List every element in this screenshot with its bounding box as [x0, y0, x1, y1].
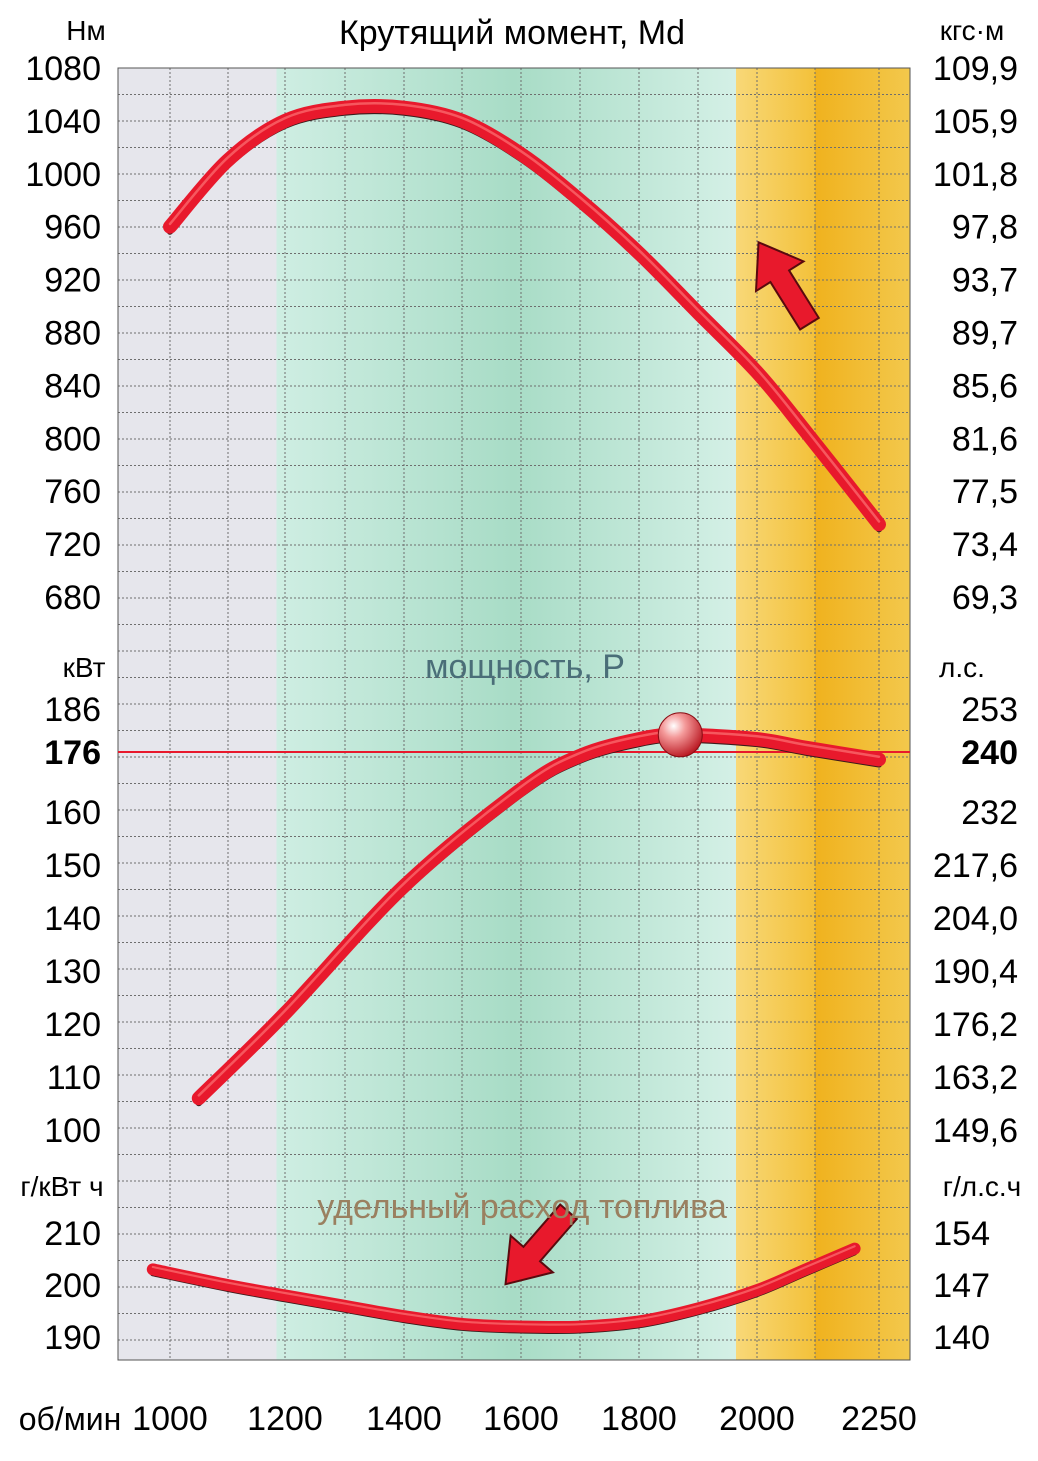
x-tick-label: 1600: [483, 1400, 559, 1438]
max-power-marker: [657, 712, 703, 758]
torque-tick-left: 720: [44, 526, 101, 564]
torque-unit-right: кгс·м: [940, 15, 1004, 46]
fuel-tick-left: 210: [44, 1215, 101, 1253]
torque-tick-right: 73,4: [952, 526, 1018, 564]
torque-tick-right: 97,8: [952, 209, 1018, 247]
torque-tick-left: 760: [44, 473, 101, 511]
power-tick-right: 217,6: [933, 847, 1018, 885]
power-curve-highlight: [197, 730, 881, 1097]
fuel-tick-right: 154: [933, 1215, 990, 1253]
arrow-down-icon: [504, 1203, 579, 1286]
power-tick-left: 140: [44, 900, 101, 938]
arrow-up-icon: [754, 240, 821, 331]
power-tick-right: 176,2: [933, 1006, 1018, 1044]
torque-tick-right: 81,6: [952, 420, 1018, 458]
fuel-tick-left: 190: [44, 1319, 101, 1357]
fuel-consumption-curve-highlight: [151, 1245, 856, 1326]
power-unit-left: кВт: [63, 652, 106, 683]
arrow-down-icon-shape: [504, 1203, 579, 1286]
plot-border: [117, 67, 911, 1361]
power-tick-right: 149,6: [933, 1112, 1018, 1150]
power-tick-right-highlight: 240: [961, 734, 1018, 772]
torque-tick-right: 93,7: [952, 262, 1018, 300]
power-tick-left: 130: [44, 953, 101, 991]
torque-tick-right: 69,3: [952, 579, 1018, 617]
torque-tick-left: 1000: [25, 156, 101, 194]
power-tick-left: 100: [44, 1112, 101, 1150]
fuel-consumption-curve: [146, 1242, 861, 1334]
power-tick-left: 110: [47, 1059, 101, 1097]
power-tick-left: 160: [44, 794, 101, 832]
x-tick-label: 1000: [132, 1400, 208, 1438]
torque-tick-right: 101,8: [933, 156, 1018, 194]
power-tick-left: 150: [44, 847, 101, 885]
torque-tick-left: 920: [44, 262, 101, 300]
torque-tick-right: 85,6: [952, 367, 1018, 405]
x-axis-label: об/мин: [19, 1401, 122, 1437]
fuel-tick-right: 140: [933, 1319, 990, 1357]
x-tick-label: 1400: [366, 1400, 442, 1438]
power-tick-left-highlight: 176: [44, 734, 101, 772]
x-tick-label: 2250: [841, 1400, 917, 1438]
arrow-up-icon-shape: [754, 240, 821, 331]
torque-tick-left: 880: [44, 315, 101, 353]
torque-tick-right: 105,9: [933, 103, 1018, 141]
fuel-tick-right: 147: [933, 1267, 990, 1305]
torque-tick-left: 960: [44, 209, 101, 247]
power-tick-right: 204,0: [933, 900, 1018, 938]
torque-tick-left: 840: [44, 367, 101, 405]
power-unit-right: л.с.: [939, 652, 985, 683]
torque-unit-left: Нм: [66, 15, 105, 46]
fuel-unit-left: г/кВт ч: [20, 1171, 103, 1202]
torque-title: Крутящий момент, Md: [339, 14, 685, 52]
torque-tick-left: 680: [44, 579, 101, 617]
torque-tick-right: 89,7: [952, 315, 1018, 353]
x-tick-label: 1200: [247, 1400, 323, 1438]
torque-tick-left: 800: [44, 420, 101, 458]
power-tick-right: 163,2: [933, 1059, 1018, 1097]
fuel-title: удельный расход топлива: [317, 1188, 727, 1226]
fuel-unit-right: г/л.с.ч: [943, 1171, 1021, 1202]
power-curve: [191, 727, 886, 1106]
torque-curve: [163, 99, 886, 532]
x-tick-label: 1800: [601, 1400, 677, 1438]
power-tick-left: 186: [44, 691, 101, 729]
power-tick-right: 190,4: [933, 953, 1018, 991]
power-tick-right: 253: [961, 691, 1018, 729]
power-title: мощность, P: [425, 648, 625, 686]
torque-tick-left: 1080: [25, 50, 101, 88]
torque-tick-left: 1040: [25, 103, 101, 141]
x-tick-label: 2000: [719, 1400, 795, 1438]
chart-grid: [117, 67, 911, 1361]
torque-curve-highlight: [168, 101, 881, 523]
torque-tick-right: 109,9: [933, 50, 1018, 88]
power-tick-left: 120: [44, 1006, 101, 1044]
fuel-tick-left: 200: [44, 1267, 101, 1305]
power-tick-right: 232: [961, 794, 1018, 832]
torque-tick-right: 77,5: [952, 473, 1018, 511]
